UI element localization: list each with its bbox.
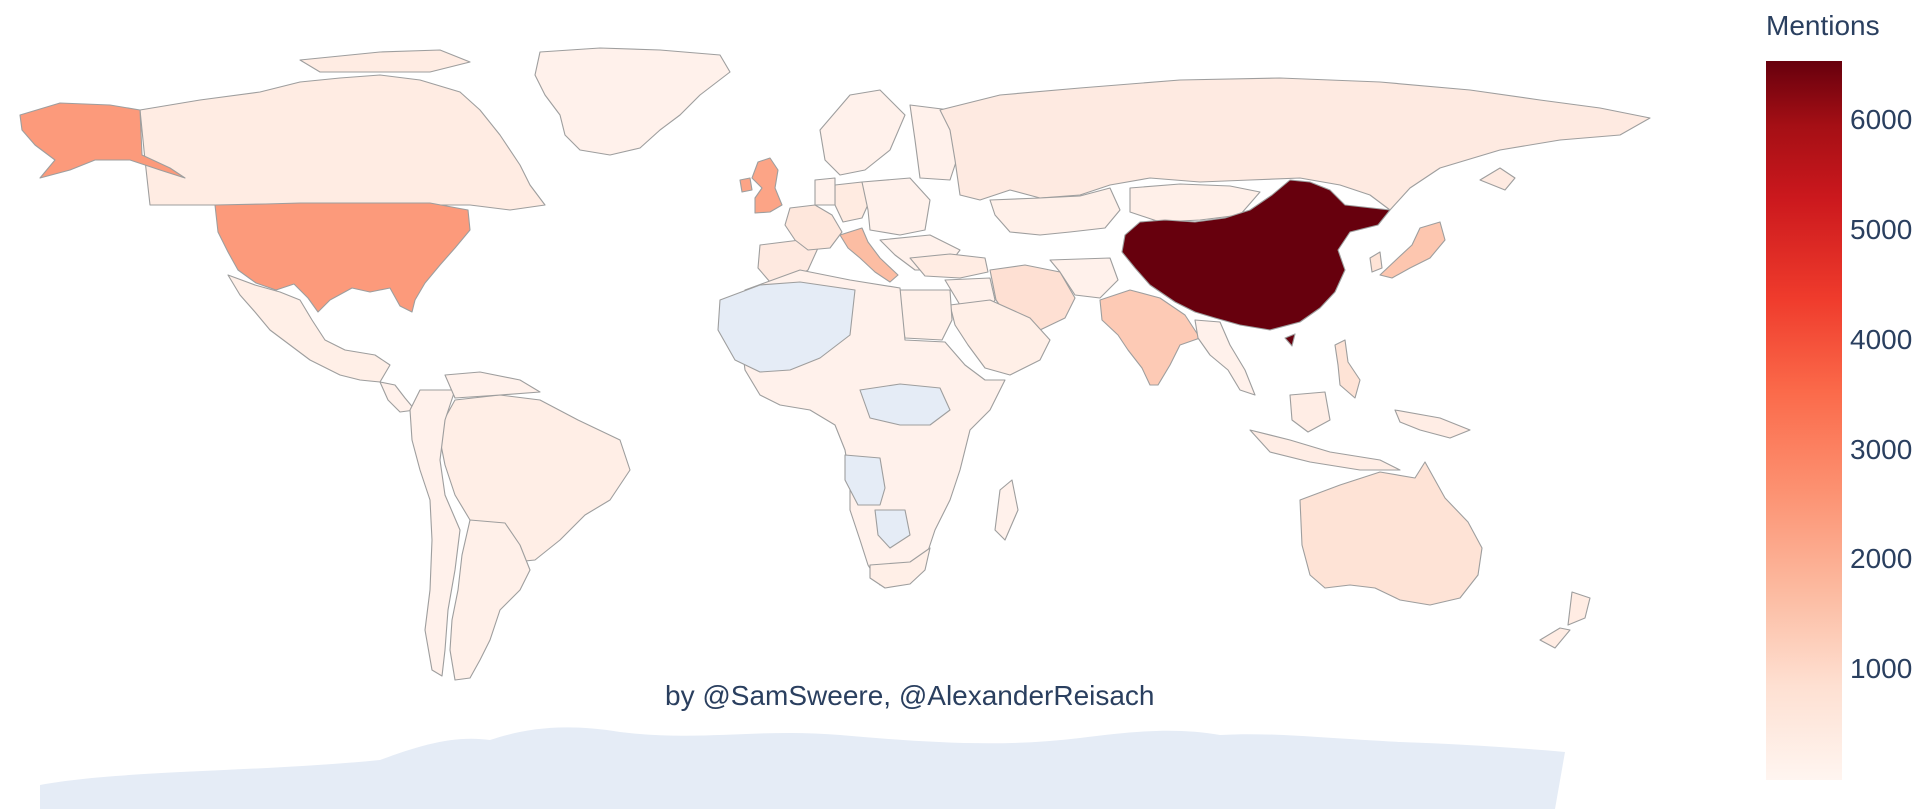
- region-europe-other[interactable]: [819, 89, 906, 176]
- region-india[interactable]: [1099, 289, 1201, 386]
- colorbar: [1766, 61, 1842, 780]
- region-russia[interactable]: [1479, 167, 1516, 191]
- region-alaska[interactable]: [19, 102, 186, 179]
- choropleth-map: [19, 47, 1651, 809]
- antarctica-region: [40, 727, 1565, 809]
- region-mexico[interactable]: [227, 274, 391, 383]
- region-china[interactable]: [1284, 333, 1296, 347]
- region-south-africa[interactable]: [869, 547, 931, 589]
- region-canada[interactable]: [299, 49, 471, 73]
- colorbar-tick-label: 5000: [1850, 214, 1913, 246]
- region-nodata[interactable]: [859, 383, 951, 426]
- region-new-zealand[interactable]: [1539, 627, 1571, 649]
- colorbar-tick-label: 3000: [1850, 433, 1913, 465]
- region-africa-other[interactable]: [994, 479, 1019, 541]
- colorbar-tick-label: 2000: [1850, 543, 1913, 575]
- region-south-america-other[interactable]: [444, 371, 541, 399]
- region-france[interactable]: [784, 204, 843, 251]
- colorbar-title: Mentions: [1766, 10, 1880, 41]
- region-japan[interactable]: [1379, 221, 1446, 279]
- region-australia[interactable]: [1299, 461, 1483, 606]
- region-indonesia[interactable]: [1394, 409, 1471, 439]
- region-indonesia[interactable]: [1249, 429, 1401, 471]
- region-kazakhstan[interactable]: [989, 187, 1121, 236]
- colorbar-tick-label: 6000: [1850, 104, 1913, 136]
- region-central-america[interactable]: [379, 381, 416, 413]
- region-saudi-arabia[interactable]: [949, 299, 1051, 376]
- region-nodata[interactable]: [717, 281, 856, 373]
- region-greenland[interactable]: [534, 47, 731, 156]
- region-europe-other[interactable]: [861, 177, 931, 236]
- region-argentina[interactable]: [449, 519, 531, 681]
- region-china[interactable]: [1121, 179, 1391, 331]
- region-middle-east-other[interactable]: [1049, 257, 1119, 299]
- region-philippines[interactable]: [1334, 339, 1361, 399]
- credit-text: by @SamSweere, @AlexanderReisach: [665, 680, 1155, 711]
- region-new-zealand[interactable]: [1567, 591, 1591, 626]
- region-nodata[interactable]: [844, 454, 886, 506]
- colorbar-tick-label: 4000: [1850, 323, 1913, 355]
- region-indonesia[interactable]: [1289, 391, 1331, 433]
- region-canada[interactable]: [139, 74, 546, 211]
- region-nodata[interactable]: [874, 509, 911, 549]
- region-egypt[interactable]: [899, 289, 953, 341]
- region-south-america-other[interactable]: [409, 389, 461, 677]
- region-europe-other[interactable]: [814, 177, 836, 206]
- region-south-korea[interactable]: [1369, 251, 1383, 273]
- region-united-kingdom[interactable]: [739, 177, 753, 193]
- colorbar-tick-label: 1000: [1850, 653, 1913, 685]
- region-italy[interactable]: [839, 227, 899, 283]
- region-united-states[interactable]: [214, 202, 471, 313]
- region-united-kingdom[interactable]: [751, 157, 783, 214]
- region-turkey[interactable]: [909, 253, 989, 279]
- region-southeast-asia[interactable]: [1194, 319, 1256, 396]
